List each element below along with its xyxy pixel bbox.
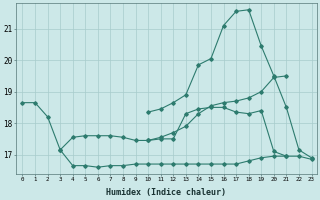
X-axis label: Humidex (Indice chaleur): Humidex (Indice chaleur) (106, 188, 226, 197)
